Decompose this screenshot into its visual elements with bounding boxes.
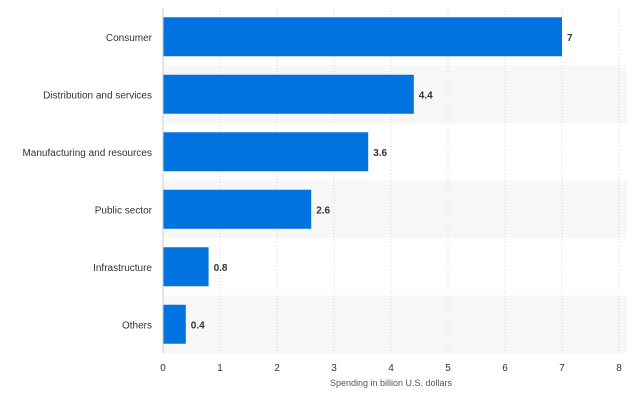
row-band [163,295,627,353]
category-label: Others [122,320,152,331]
x-tick-label: 2 [274,363,280,374]
value-labels: 7 4.4 3.6 2.6 0.8 0.4 [191,33,573,332]
category-label: Consumer [106,33,153,44]
category-labels: Consumer Distribution and services Manufac… [22,33,152,332]
bar-public-sector[interactable] [163,189,312,229]
bar-others[interactable] [163,304,186,344]
value-label: 4.4 [419,90,433,101]
x-tick-label: 8 [616,363,622,374]
x-axis-title: Spending in billion U.S. dollars [330,378,453,388]
category-label: Manufacturing and resources [22,148,152,159]
value-label: 0.8 [214,263,228,274]
value-label: 0.4 [191,320,205,331]
category-label: Infrastructure [93,263,152,274]
bar-infrastructure[interactable] [163,247,209,287]
bars [163,17,562,344]
bar-distribution-and-services[interactable] [163,74,414,114]
x-tick-label: 6 [502,363,508,374]
x-tick-label: 5 [445,363,451,374]
grid-lines [219,8,620,353]
value-label: 7 [567,33,573,44]
category-label: Public sector [95,205,153,216]
category-label: Distribution and services [43,90,152,101]
x-tick-label: 7 [559,363,565,374]
bar-manufacturing-and-resources[interactable] [163,132,369,172]
x-tick-label: 3 [331,363,337,374]
x-tick-label: 4 [388,363,394,374]
x-axis-tick-labels: 0 1 2 3 4 5 6 7 8 [160,363,622,374]
x-tick-label: 1 [217,363,223,374]
value-label: 2.6 [316,205,330,216]
value-label: 3.6 [373,148,387,159]
bar-consumer[interactable] [163,17,562,57]
x-tick-label: 0 [160,363,166,374]
